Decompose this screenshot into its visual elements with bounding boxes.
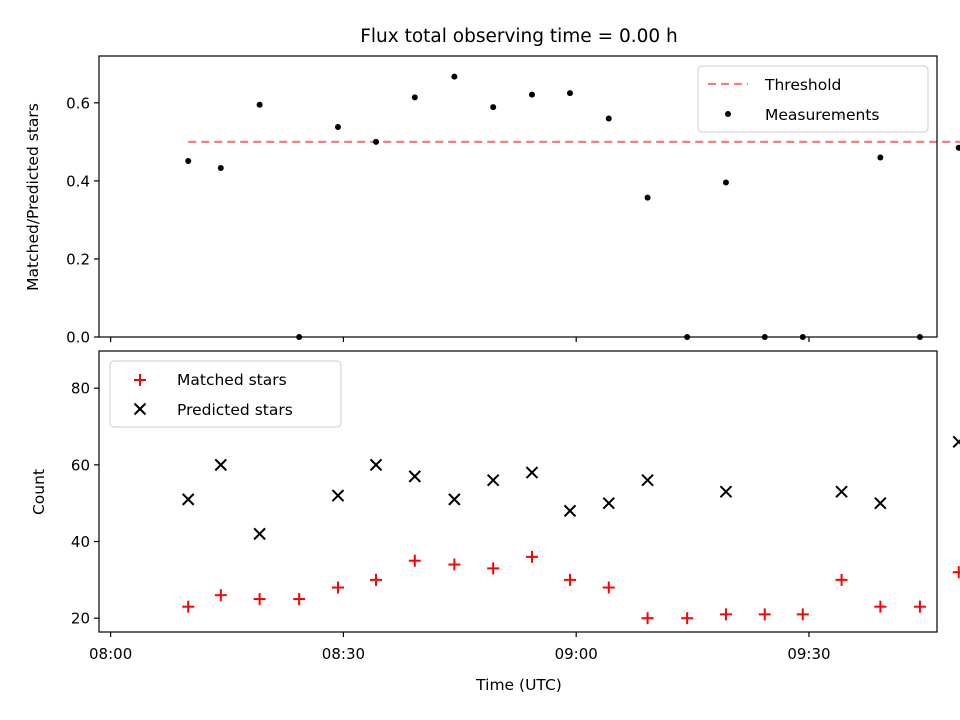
matched-point	[293, 593, 306, 606]
ratio-axes-frame	[98, 55, 938, 338]
measurements-points	[185, 73, 960, 340]
measurement-point	[566, 90, 573, 97]
matched-point	[602, 581, 615, 594]
ratio-y-tick-label: 0.0	[66, 329, 90, 347]
predicted-point	[253, 527, 266, 541]
matched-point	[874, 600, 887, 613]
ratio-y-tick-label: 0.4	[66, 172, 90, 190]
matched-point	[182, 600, 195, 613]
measurement-point	[528, 91, 535, 98]
matched-point	[370, 573, 383, 586]
matched-point	[913, 600, 926, 613]
predicted-point	[182, 493, 195, 506]
matched-legend-swatch	[134, 374, 146, 386]
matched-point	[331, 581, 344, 594]
matched-point	[796, 608, 809, 621]
predicted-point	[641, 473, 654, 487]
chart-title: Flux total observing time = 0.00 h	[360, 26, 678, 47]
measurement-point	[217, 165, 224, 172]
predicted-point	[719, 485, 733, 498]
predicted-point	[448, 493, 461, 506]
matched-legend-marker	[134, 374, 146, 386]
matched-point	[641, 612, 654, 625]
counts-legend-box	[109, 360, 342, 428]
predicted-point	[486, 473, 500, 487]
predicted-point	[331, 489, 345, 502]
x-tick-label: 09:00	[555, 645, 598, 663]
counts-points	[182, 435, 960, 625]
matched-point	[253, 593, 266, 606]
counts-y-tick-label: 20	[71, 610, 90, 628]
predicted-point	[408, 470, 422, 483]
ratio-legend: Threshold Measurements	[697, 65, 929, 133]
x-tick-label: 09:30	[787, 645, 830, 663]
matched-point	[487, 562, 500, 575]
counts-y-ticks: 20 40 60 80	[71, 380, 99, 628]
predicted-legend-swatch	[133, 402, 147, 416]
ratio-y-tick-label: 0.2	[66, 250, 90, 268]
threshold-legend-label: Threshold	[764, 76, 841, 94]
measurement-point	[256, 101, 263, 108]
matched-point	[952, 566, 960, 579]
counts-y-tick-label: 40	[71, 533, 90, 551]
ratio-y-axis-label: Matched/Predicted stars	[24, 103, 42, 291]
counts-y-tick-label: 80	[71, 380, 90, 398]
matched-point	[408, 554, 421, 567]
x-tick-label: 08:30	[322, 645, 365, 663]
matched-point	[563, 573, 576, 586]
measurement-point	[644, 194, 651, 201]
measurement-point	[490, 104, 497, 111]
matched-point	[448, 558, 461, 571]
counts-legend: Matched stars Predicted stars	[109, 360, 342, 428]
predicted-legend-label: Predicted stars	[177, 401, 293, 419]
ratio-legend-box	[697, 65, 929, 133]
x-tick-label: 08:00	[89, 645, 132, 663]
measurement-point	[722, 179, 729, 186]
predicted-point	[369, 458, 383, 472]
matched-point	[758, 608, 771, 621]
measurement-point	[451, 73, 458, 80]
predicted-point	[952, 435, 960, 449]
predicted-point	[525, 466, 539, 479]
ratio-x-ticks	[110, 337, 810, 342]
predicted-point	[874, 496, 887, 510]
counts-y-tick-label: 60	[71, 456, 90, 474]
predicted-legend-marker	[133, 402, 147, 416]
measurement-point	[334, 124, 341, 131]
counts-y-axis-label: Count	[30, 469, 48, 515]
measurement-point	[411, 94, 418, 101]
ratio-y-tick-label: 0.6	[66, 94, 90, 112]
counts-axes-frame	[98, 350, 938, 633]
x-axis-label: Time (UTC)	[475, 676, 562, 694]
matched-point	[719, 608, 732, 621]
matched-point	[681, 612, 694, 625]
measurement-point	[373, 138, 380, 145]
measurement-point	[955, 144, 960, 151]
measurement-point	[605, 115, 612, 122]
predicted-point	[602, 496, 615, 510]
matched-point	[835, 573, 848, 586]
predicted-point	[835, 485, 848, 498]
measurements-legend-swatch	[725, 111, 731, 117]
measurement-point	[185, 157, 192, 164]
ratio-panel: 0.0 0.2 0.4 0.6 Matched/Predicted stars Thr…	[24, 55, 960, 347]
matched-legend-label: Matched stars	[177, 371, 287, 389]
predicted-point	[214, 458, 228, 472]
matched-point	[525, 550, 538, 563]
measurements-legend-label: Measurements	[765, 106, 880, 124]
measurement-point	[877, 154, 884, 161]
predicted-point	[563, 504, 577, 518]
matched-point	[214, 589, 227, 602]
ratio-y-ticks: 0.0 0.2 0.4 0.6	[66, 94, 99, 347]
